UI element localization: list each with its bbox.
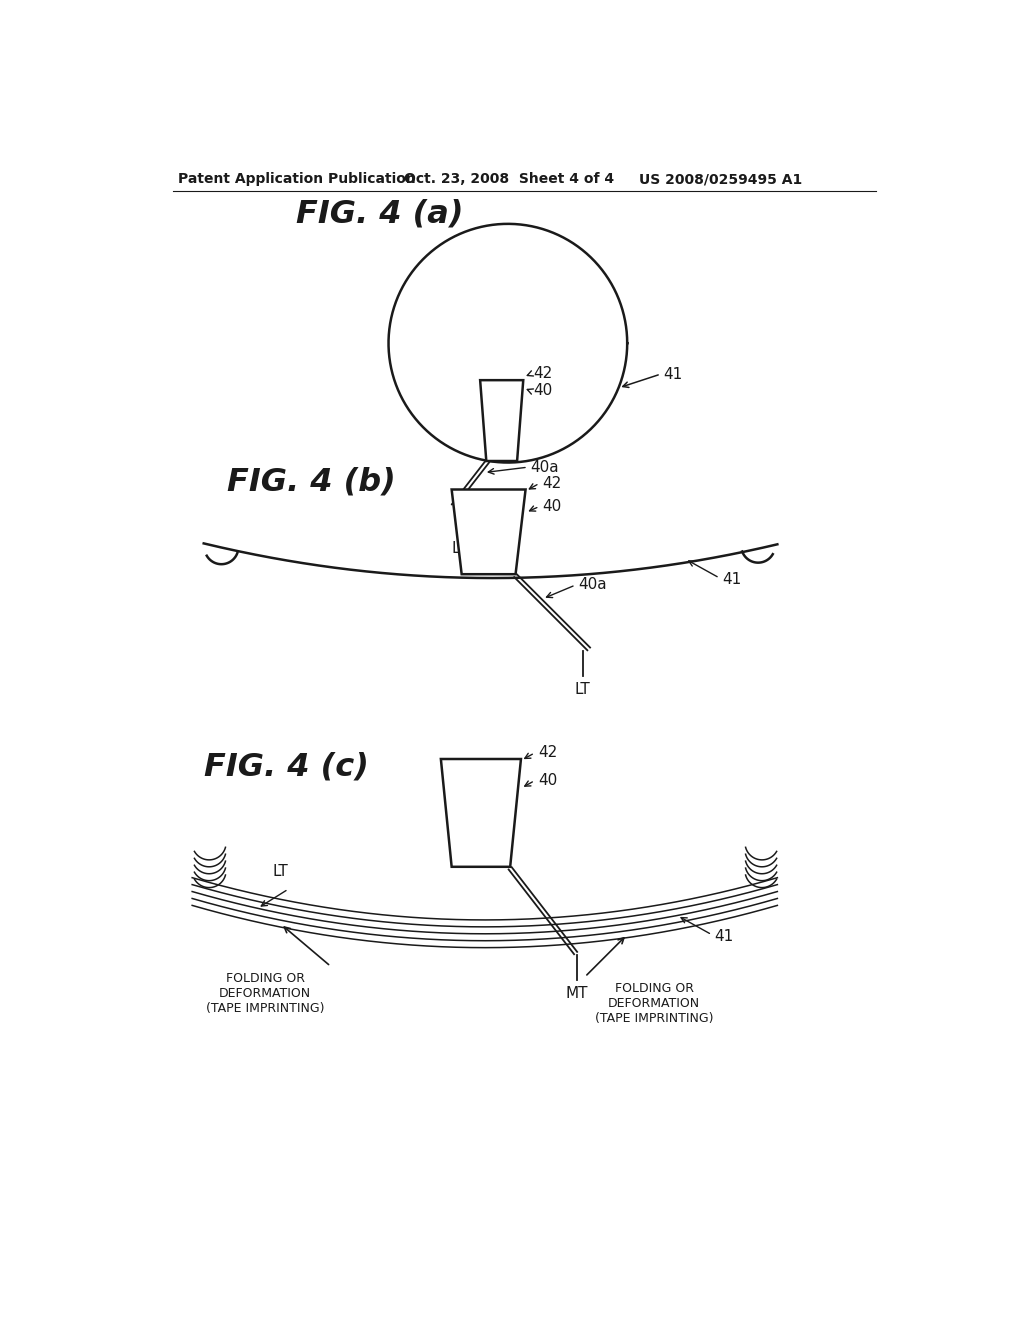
Text: 41: 41 xyxy=(664,367,682,381)
Polygon shape xyxy=(480,380,523,461)
Text: 41: 41 xyxy=(714,929,733,944)
Text: FIG. 4 (b): FIG. 4 (b) xyxy=(226,466,395,498)
Polygon shape xyxy=(441,759,521,867)
Text: 42: 42 xyxy=(538,746,557,760)
Text: FIG. 4 (c): FIG. 4 (c) xyxy=(204,751,369,783)
Text: LT: LT xyxy=(452,541,467,556)
Text: 41: 41 xyxy=(722,572,741,587)
Text: LT: LT xyxy=(574,682,591,697)
Text: 40: 40 xyxy=(543,499,562,513)
Text: FOLDING OR
DEFORMATION
(TAPE IMPRINTING): FOLDING OR DEFORMATION (TAPE IMPRINTING) xyxy=(206,972,325,1015)
Polygon shape xyxy=(452,490,525,574)
Text: MT: MT xyxy=(566,986,589,1001)
Text: US 2008/0259495 A1: US 2008/0259495 A1 xyxy=(639,172,802,186)
Text: 42: 42 xyxy=(543,475,562,491)
Text: 40: 40 xyxy=(534,383,553,399)
Text: FIG. 4 (a): FIG. 4 (a) xyxy=(296,198,464,230)
Text: 40a: 40a xyxy=(579,577,607,593)
Text: FOLDING OR
DEFORMATION
(TAPE IMPRINTING): FOLDING OR DEFORMATION (TAPE IMPRINTING) xyxy=(595,982,714,1026)
Text: 40a: 40a xyxy=(530,459,559,475)
Text: 42: 42 xyxy=(534,367,553,381)
Text: Oct. 23, 2008  Sheet 4 of 4: Oct. 23, 2008 Sheet 4 of 4 xyxy=(403,172,614,186)
Text: LT: LT xyxy=(272,865,289,879)
Text: Patent Application Publication: Patent Application Publication xyxy=(178,172,416,186)
Text: 40: 40 xyxy=(538,774,557,788)
